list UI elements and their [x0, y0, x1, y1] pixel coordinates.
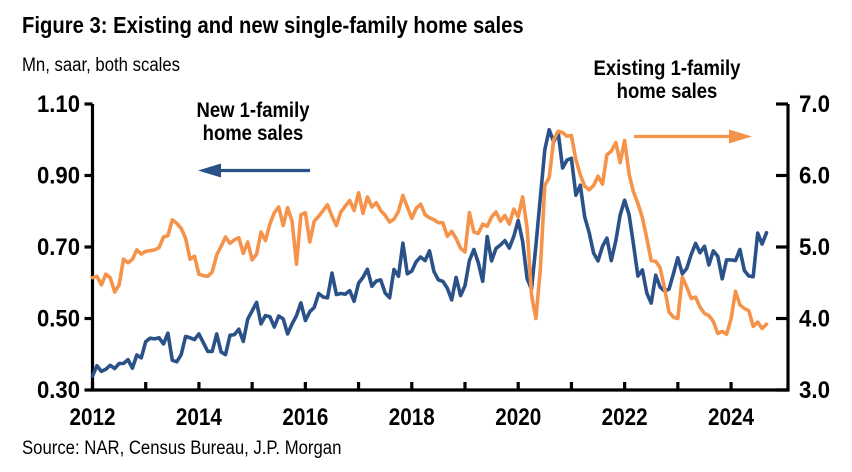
right-axis-tick-label: 3.0	[799, 377, 830, 404]
source-note: Source: NAR, Census Bureau, J.P. Morgan	[22, 438, 342, 459]
x-axis-tick-label: 2016	[282, 404, 328, 431]
x-axis-tick-label: 2018	[389, 404, 435, 431]
x-axis-tick-label: 2012	[70, 404, 116, 431]
right-axis-tick-label: 5.0	[799, 234, 830, 261]
left-axis-tick-label: 0.90	[37, 163, 80, 190]
existing-home-sales-annotation: Existing 1-family home sales	[579, 57, 755, 103]
left-axis-tick-label: 0.50	[37, 306, 80, 333]
axis-units-label: Mn, saar, both scales	[22, 55, 181, 76]
x-axis-tick-label: 2014	[176, 404, 223, 431]
left-axis-tick-label: 0.30	[37, 377, 80, 404]
new-home-sales-annotation: New 1-family home sales	[165, 99, 341, 145]
new-home-sales-annotation-line2: home sales	[202, 122, 304, 145]
left-axis-tick-label: 0.70	[37, 234, 80, 261]
x-axis-tick-label: 2022	[602, 404, 648, 431]
right-axis-tick-label: 6.0	[799, 163, 830, 190]
right-arrow-icon	[634, 129, 752, 144]
right-axis-tick-label: 7.0	[799, 91, 830, 118]
x-axis-tick-label: 2020	[495, 404, 541, 431]
existing-home-sales-annotation-line1: Existing 1-family	[593, 57, 741, 80]
series-line-new-1-family-home-sales	[90, 127, 769, 378]
x-axis-tick-label: 2024	[708, 404, 755, 431]
new-home-sales-annotation-line1: New 1-family	[196, 99, 310, 122]
left-arrow-icon	[198, 163, 310, 178]
right-axis-tick-label: 4.0	[799, 306, 830, 333]
figure-title: Figure 3: Existing and new single-family…	[22, 12, 524, 38]
series-line-existing-1-family-home-sales	[90, 129, 769, 336]
existing-home-sales-annotation-line2: home sales	[616, 80, 718, 103]
left-axis-tick-label: 1.10	[37, 91, 80, 118]
plot-frame	[90, 104, 790, 392]
